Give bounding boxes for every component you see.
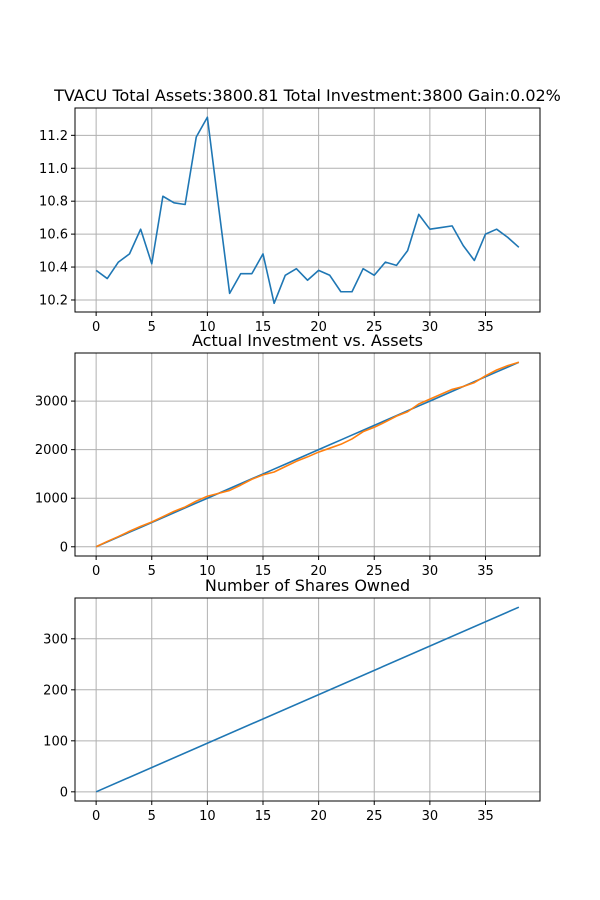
x-tick-label: 30 — [422, 320, 439, 335]
subplot-investment-vs-assets: Actual Investment vs. Assets 0 5 10 15 20 25 30… — [35, 331, 541, 579]
y-tick-label: 300 — [43, 632, 68, 647]
chart-title: Number of Shares Owned — [205, 576, 410, 595]
x-tick-label: 0 — [92, 320, 100, 335]
plot-frame — [74, 597, 541, 802]
y-tick-label: 200 — [43, 683, 68, 698]
x-tick-label: 5 — [148, 320, 156, 335]
x-tick-label: 10 — [199, 320, 216, 335]
x-tick-label: 15 — [255, 809, 272, 824]
y-tick-label: 11.0 — [39, 162, 68, 177]
y-tick-label: 10.2 — [39, 293, 68, 308]
x-tick-label: 25 — [366, 564, 383, 579]
x-tick-label: 10 — [199, 564, 216, 579]
x-tick-label: 35 — [477, 320, 494, 335]
subplot-shares-owned: Number of Shares Owned 0 5 10 15 20 25 30 35 0 100… — [43, 576, 541, 824]
x-tick-label: 0 — [92, 564, 100, 579]
series-line-1 — [95, 116, 520, 305]
y-tick-label: 10.6 — [39, 228, 68, 243]
x-tick-label: 30 — [422, 564, 439, 579]
y-tick-label: 3000 — [35, 395, 68, 410]
x-tick-label: 0 — [92, 809, 100, 824]
x-tick-label: 35 — [477, 809, 494, 824]
x-tick-label: 15 — [255, 320, 272, 335]
x-tick-label: 15 — [255, 564, 272, 579]
y-tick-label: 11.2 — [39, 129, 68, 144]
x-tick-label: 25 — [366, 809, 383, 824]
plot-frame — [74, 107, 541, 313]
x-tick-label: 10 — [199, 809, 216, 824]
x-tick-label: 20 — [310, 564, 327, 579]
y-tick-label: 0 — [60, 785, 68, 800]
series-line-1 — [95, 606, 520, 793]
x-tick-label: 35 — [477, 564, 494, 579]
x-tick-label: 25 — [366, 320, 383, 335]
y-tick-label: 0 — [60, 540, 68, 555]
series-line-2 — [95, 361, 520, 548]
x-tick-label: 5 — [148, 564, 156, 579]
y-tick-label: 1000 — [35, 492, 68, 507]
subplot-total-assets: TVACU Total Assets:3800.81 Total Investm… — [39, 86, 561, 335]
chart-title: TVACU Total Assets:3800.81 Total Investm… — [53, 86, 561, 105]
subplots: TVACU Total Assets:3800.81 Total Investm… — [35, 86, 561, 824]
y-tick-label: 10.8 — [39, 195, 68, 210]
y-tick-label: 100 — [43, 734, 68, 749]
chart-title: Actual Investment vs. Assets — [192, 331, 423, 350]
plot-frame — [74, 352, 541, 557]
x-tick-label: 5 — [148, 809, 156, 824]
x-tick-label: 20 — [310, 809, 327, 824]
x-tick-label: 20 — [310, 320, 327, 335]
x-tick-label: 30 — [422, 809, 439, 824]
series-line-1 — [95, 361, 520, 548]
y-tick-label: 2000 — [35, 443, 68, 458]
y-tick-label: 10.4 — [39, 261, 68, 276]
